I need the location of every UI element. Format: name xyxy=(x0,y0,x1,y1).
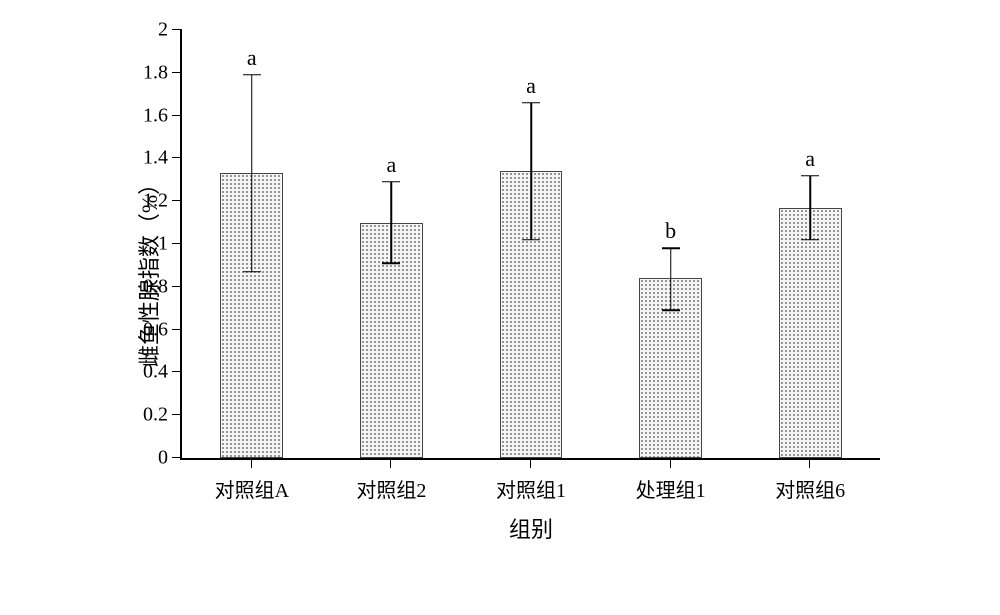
error-cap xyxy=(801,175,819,177)
x-tick xyxy=(390,458,392,468)
y-tick xyxy=(172,115,182,117)
x-tick xyxy=(809,458,811,468)
error-bar xyxy=(670,248,672,310)
x-tick-label: 对照组2 xyxy=(356,474,426,503)
x-tick-label: 对照组6 xyxy=(775,474,845,503)
x-tick-label: 对照组A xyxy=(215,474,289,503)
significance-label: a xyxy=(247,45,257,71)
significance-label: a xyxy=(805,146,815,172)
error-cap xyxy=(382,263,400,265)
y-tick xyxy=(172,29,182,31)
y-tick-label: 1.8 xyxy=(143,61,168,84)
error-cap xyxy=(522,102,540,104)
error-bar xyxy=(530,103,532,240)
y-tick-label: 1 xyxy=(158,233,168,256)
x-axis-title: 组别 xyxy=(509,512,553,544)
error-cap xyxy=(662,310,680,312)
significance-label: a xyxy=(526,73,536,99)
x-tick xyxy=(670,458,672,468)
y-tick xyxy=(172,329,182,331)
x-tick xyxy=(530,458,532,468)
y-tick-label: 2 xyxy=(158,19,168,42)
significance-label: b xyxy=(665,218,676,244)
y-tick xyxy=(172,457,182,459)
x-tick xyxy=(251,458,253,468)
y-tick xyxy=(172,286,182,288)
y-tick xyxy=(172,414,182,416)
y-tick xyxy=(172,72,182,74)
error-bar xyxy=(391,182,393,263)
y-tick xyxy=(172,200,182,202)
error-cap xyxy=(801,239,819,241)
y-tick-label: 0 xyxy=(158,447,168,470)
y-tick xyxy=(172,371,182,373)
y-tick-label: 0.2 xyxy=(143,404,168,427)
bar-chart: 雌鱼性腺指数（%） 组别 00.20.40.60.811.21.41.61.82… xyxy=(120,20,920,520)
error-cap xyxy=(382,181,400,183)
error-bar xyxy=(809,176,811,240)
error-cap xyxy=(662,248,680,250)
y-tick-label: 0.4 xyxy=(143,361,168,384)
error-cap xyxy=(522,239,540,241)
y-tick xyxy=(172,157,182,159)
y-tick-label: 1.2 xyxy=(143,190,168,213)
y-tick-label: 0.8 xyxy=(143,275,168,298)
error-cap xyxy=(243,271,261,273)
significance-label: a xyxy=(387,152,397,178)
error-bar xyxy=(251,75,253,272)
y-tick-label: 0.6 xyxy=(143,318,168,341)
x-tick-label: 处理组1 xyxy=(636,474,706,503)
plot-area: 组别 00.20.40.60.811.21.41.61.82对照组Aa对照组2a… xyxy=(180,30,880,460)
y-tick xyxy=(172,243,182,245)
bar xyxy=(779,208,842,458)
y-tick-label: 1.4 xyxy=(143,147,168,170)
y-tick-label: 1.6 xyxy=(143,104,168,127)
error-cap xyxy=(243,74,261,76)
x-tick-label: 对照组1 xyxy=(496,474,566,503)
